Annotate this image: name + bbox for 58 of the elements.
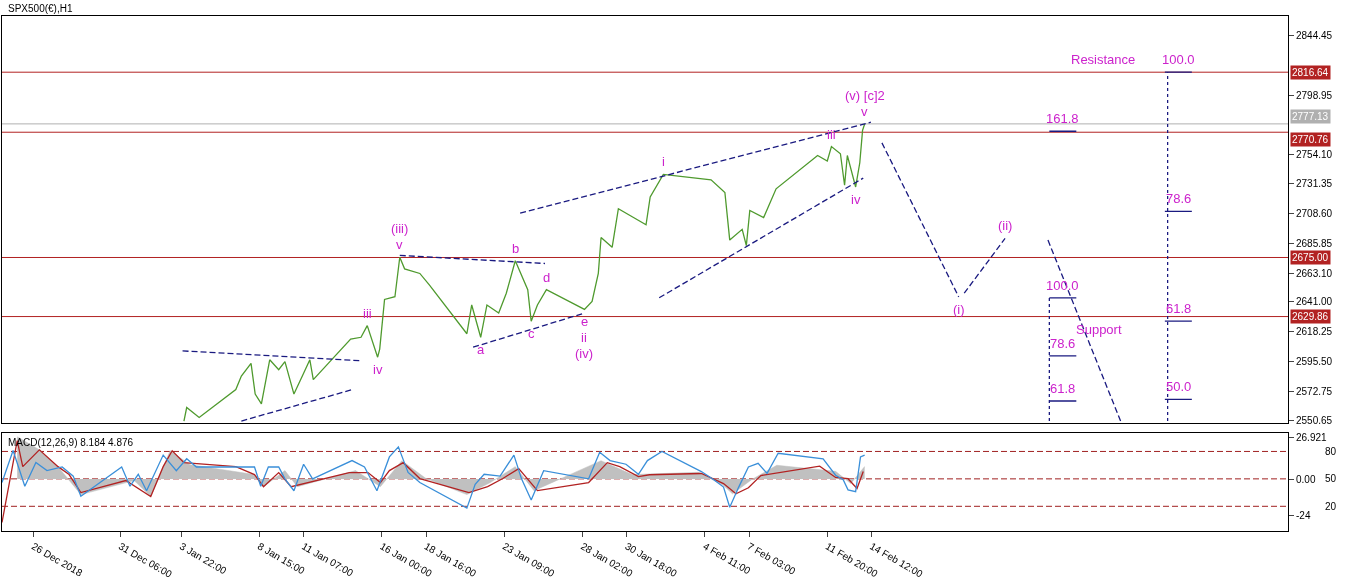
y2-tick-label: 50 — [1325, 473, 1337, 485]
line-series — [2, 439, 864, 524]
annotation: (i) — [953, 302, 965, 317]
y-tick-label: -24 — [1296, 510, 1311, 522]
y2-tick-label: 20 — [1325, 500, 1337, 512]
annotation: 78.6 — [1050, 336, 1076, 351]
x-tick-label: 3 Jan 22:00 — [177, 540, 229, 577]
ref-line-label: 2675.00 — [1292, 252, 1329, 263]
annotation: (v) [c]2 — [845, 88, 885, 103]
y-tick-label: 2595.50 — [1296, 356, 1333, 367]
ref-line-label: 2770.76 — [1292, 134, 1329, 145]
annotation: e — [581, 314, 589, 329]
annotation: 78.6 — [1166, 191, 1192, 206]
y-tick-label: 2663.10 — [1296, 267, 1333, 279]
y-tick-label: 26.921 — [1296, 432, 1328, 444]
y-tick-label: 0.00 — [1296, 473, 1316, 485]
y-tick-label: 2754.10 — [1296, 148, 1333, 160]
annotation: c — [528, 326, 535, 341]
y-tick-label: 2731.35 — [1296, 178, 1333, 190]
y-tick-label: 2844.45 — [1296, 30, 1333, 42]
y-tick-label: 2550.65 — [1296, 414, 1333, 426]
annotation: (iii) — [391, 221, 409, 236]
annotation: Resistance — [1071, 52, 1136, 67]
annotation: (iv) — [575, 346, 594, 361]
chart-title: SPX500(€),H1 — [8, 3, 73, 14]
x-tick-label: 31 Dec 06:00 — [116, 540, 175, 581]
annotation: (ii) — [998, 218, 1013, 233]
annotation: MACD(12,26,9) 8.184 4.876 — [8, 437, 134, 448]
y-tick-label: 2708.60 — [1296, 208, 1333, 220]
annotation: 100.0 — [1162, 52, 1195, 67]
annotation: i — [662, 154, 665, 169]
line-series — [183, 123, 866, 422]
line-series — [2, 446, 866, 509]
y-tick-label: 2685.85 — [1296, 237, 1333, 249]
annotation: v — [861, 104, 868, 119]
annotation: a — [477, 342, 485, 357]
annotation: Support — [1076, 322, 1122, 337]
y-tick-label: 2641.00 — [1296, 296, 1333, 308]
annotation: v — [396, 237, 403, 252]
annotation: 100.0 — [1046, 278, 1079, 293]
y-tick-label: 2572.75 — [1296, 385, 1333, 397]
y-tick-label: 2618.25 — [1296, 326, 1333, 338]
annotation: 161.8 — [1046, 111, 1079, 126]
annotation: 61.8 — [1050, 381, 1076, 396]
annotation: 61.8 — [1166, 301, 1192, 316]
x-tick-label: 23 Jan 09:00 — [500, 540, 557, 580]
annotation: iv — [373, 362, 383, 377]
annotation: d — [543, 270, 551, 285]
annotation: b — [512, 241, 520, 256]
annotation: 50.0 — [1166, 379, 1192, 394]
y-tick-label: 2798.95 — [1296, 89, 1333, 101]
annotation: ii — [581, 330, 587, 345]
ref-line-label: 2629.86 — [1292, 311, 1329, 322]
annotation: iv — [851, 192, 861, 207]
ref-line-label: 2816.64 — [1292, 67, 1329, 78]
ref-line-label: 2777.13 — [1292, 111, 1329, 122]
x-tick-label: 26 Dec 2018 — [29, 540, 85, 579]
y2-tick-label: 80 — [1325, 445, 1337, 457]
